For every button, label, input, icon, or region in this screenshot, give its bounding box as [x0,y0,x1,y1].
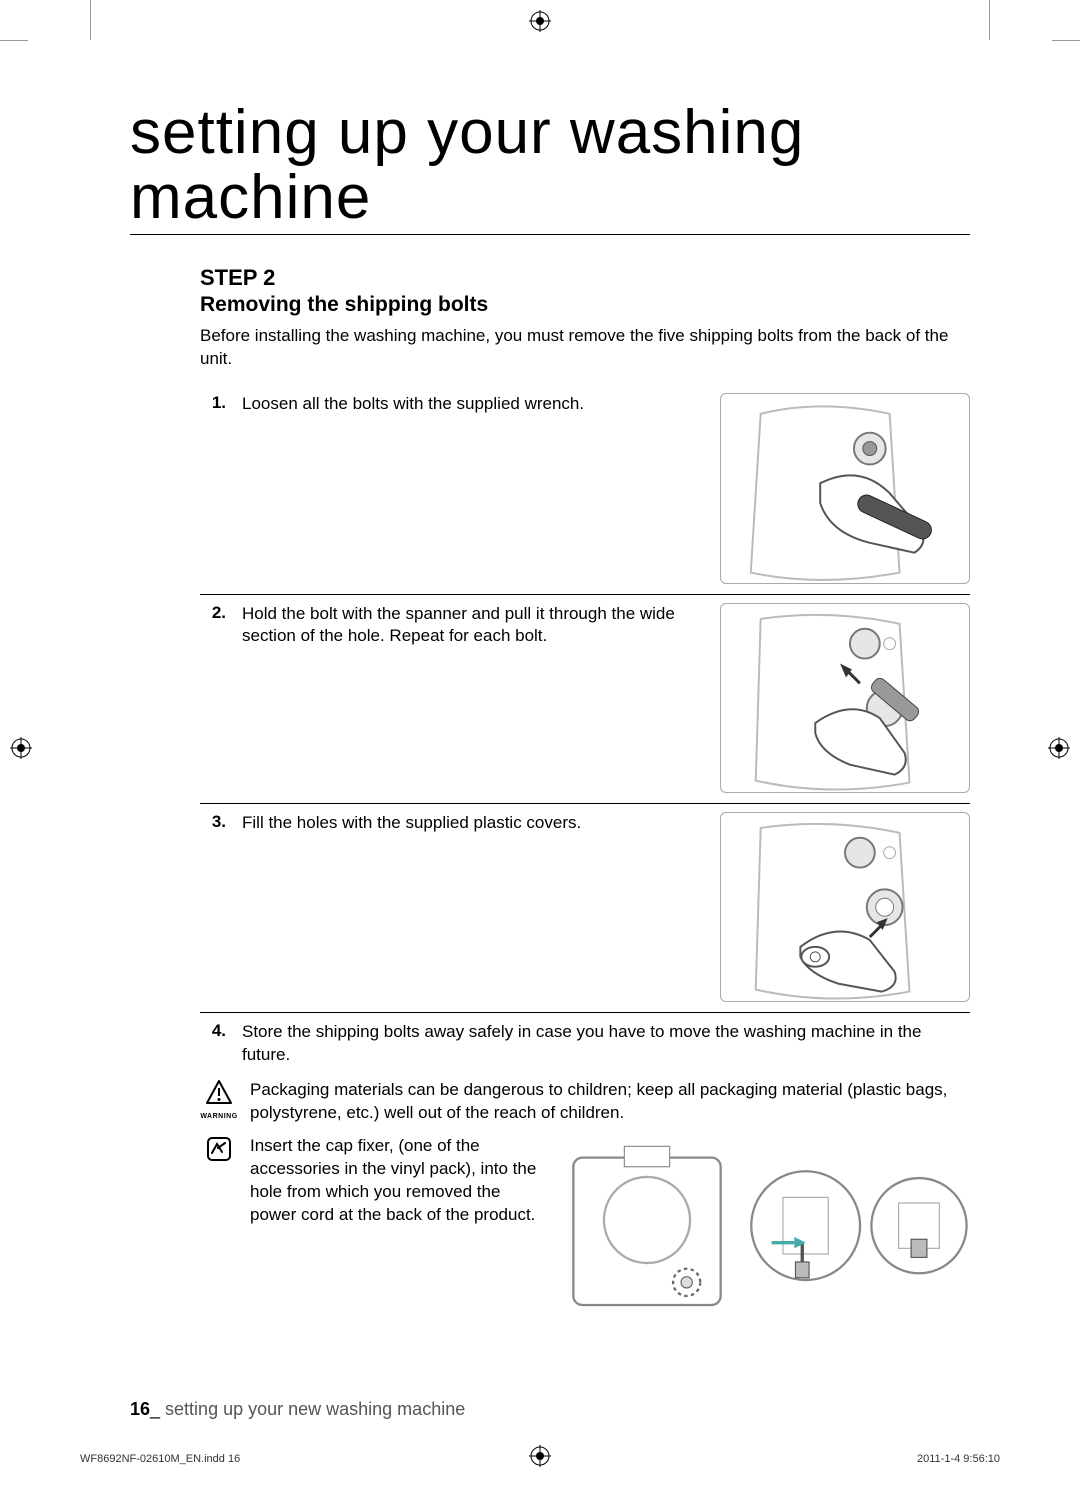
step-number: 2. [200,603,226,793]
step-label: STEP 2 [200,265,970,291]
intro-text: Before installing the washing machine, y… [200,325,970,371]
illustration-loosen-bolts [720,393,970,583]
page-number: 16 [130,1399,150,1419]
step-text: Hold the bolt with the spanner and pull … [242,603,704,793]
step-number: 4. [200,1021,226,1067]
note-icon [205,1148,233,1167]
footer-sep: _ [150,1399,165,1419]
step-text: Loosen all the bolts with the supplied w… [242,393,704,583]
warning-block: WARNING Packaging materials can be dange… [200,1079,970,1125]
print-timestamp: 2011-1-4 9:56:10 [917,1453,1000,1465]
page-footer: 16_ setting up your new washing machine [130,1399,970,1420]
footer-section: setting up your new washing machine [165,1399,465,1419]
step-row: 1. Loosen all the bolts with the supplie… [200,385,970,594]
step-row: 4. Store the shipping bolts away safely … [200,1013,970,1069]
note-text: Insert the cap fixer, (one of the access… [250,1135,550,1316]
print-meta: WF8692NF-02610M_EN.indd 16 2011-1-4 9:56… [80,1453,1000,1465]
warning-label: WARNING [200,1112,238,1121]
step-text: Store the shipping bolts away safely in … [242,1021,970,1067]
step-number: 3. [200,812,226,1002]
step-row: 2. Hold the bolt with the spanner and pu… [200,595,970,804]
print-file: WF8692NF-02610M_EN.indd 16 [80,1453,240,1465]
page-title: setting up your washing machine [130,100,970,235]
step-number: 1. [200,393,226,583]
note-block: Insert the cap fixer, (one of the access… [200,1135,970,1316]
illustration-pull-bolt [720,603,970,793]
warning-icon [205,1092,233,1111]
step-text: Fill the holes with the supplied plastic… [242,812,704,1002]
warning-text: Packaging materials can be dangerous to … [250,1079,970,1125]
illustration-plastic-covers [720,812,970,1002]
step-row: 3. Fill the holes with the supplied plas… [200,804,970,1013]
illustration-cap-fixer [562,1135,970,1316]
step-subheading: Removing the shipping bolts [200,293,970,317]
